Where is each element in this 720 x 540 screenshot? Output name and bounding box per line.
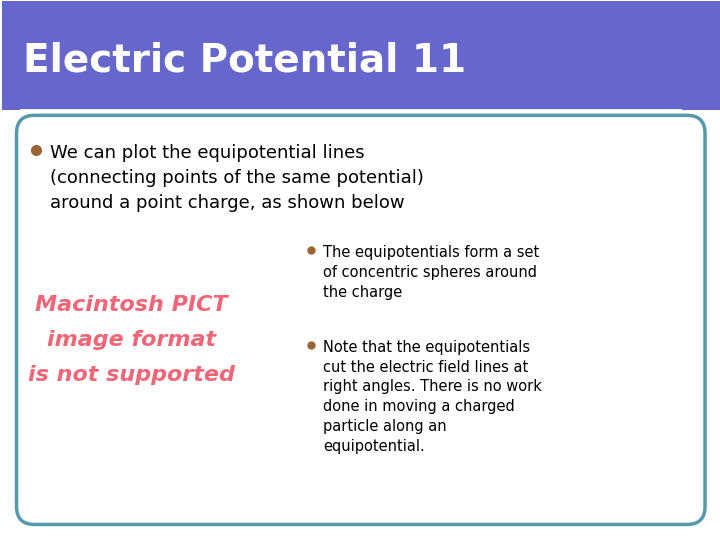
Text: The equipotentials form a set
of concentric spheres around
the charge: The equipotentials form a set of concent… bbox=[323, 245, 539, 300]
FancyBboxPatch shape bbox=[17, 116, 705, 524]
Text: We can plot the equipotential lines
(connecting points of the same potential)
ar: We can plot the equipotential lines (con… bbox=[50, 144, 424, 212]
Text: Electric Potential 11: Electric Potential 11 bbox=[24, 42, 467, 79]
Text: Macintosh PICT: Macintosh PICT bbox=[35, 295, 228, 315]
Text: is not supported: is not supported bbox=[28, 365, 235, 385]
FancyBboxPatch shape bbox=[1, 1, 720, 110]
Text: Note that the equipotentials
cut the electric field lines at
right angles. There: Note that the equipotentials cut the ele… bbox=[323, 340, 541, 454]
Text: image format: image format bbox=[47, 330, 216, 350]
